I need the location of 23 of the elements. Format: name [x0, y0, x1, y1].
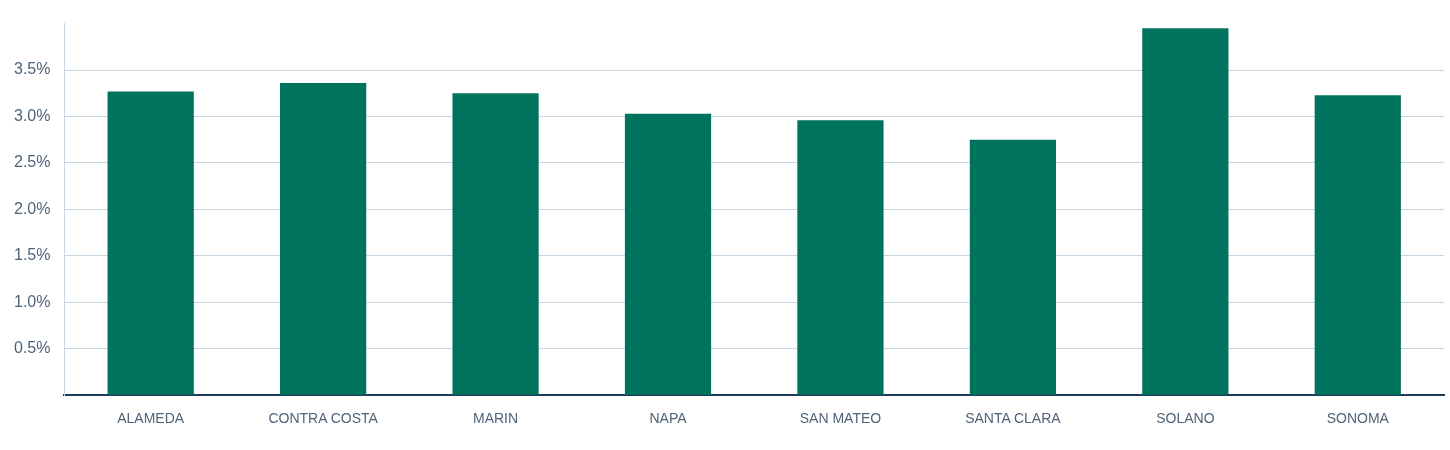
bar	[107, 91, 194, 395]
y-tick-label: 2.0%	[14, 199, 51, 217]
bar	[969, 139, 1057, 395]
x-tick-label: SONOMA	[1326, 410, 1390, 427]
x-tick-label: SOLANO	[1156, 410, 1215, 427]
y-tick-label: 3.0%	[14, 106, 51, 124]
x-tick-label: MARIN	[473, 410, 519, 427]
bar	[280, 83, 367, 395]
y-tick-label: 2.5%	[14, 153, 51, 171]
bar	[1142, 28, 1229, 395]
bar	[624, 113, 712, 395]
x-tick-label: SANTA CLARA	[965, 410, 1062, 427]
bar	[1314, 95, 1401, 395]
x-tick-label: ALAMEDA	[117, 410, 185, 427]
x-tick-label: CONTRA COSTA	[268, 410, 379, 427]
bar	[797, 120, 884, 395]
y-tick-label: 3.5%	[14, 60, 51, 78]
x-tick-label: SAN MATEO	[799, 410, 882, 427]
bar	[452, 93, 539, 395]
x-tick-label: NAPA	[649, 410, 688, 427]
y-tick-label: 0.5%	[14, 339, 51, 357]
y-tick-label: 1.0%	[14, 292, 51, 310]
y-tick-label: 1.5%	[14, 246, 51, 264]
